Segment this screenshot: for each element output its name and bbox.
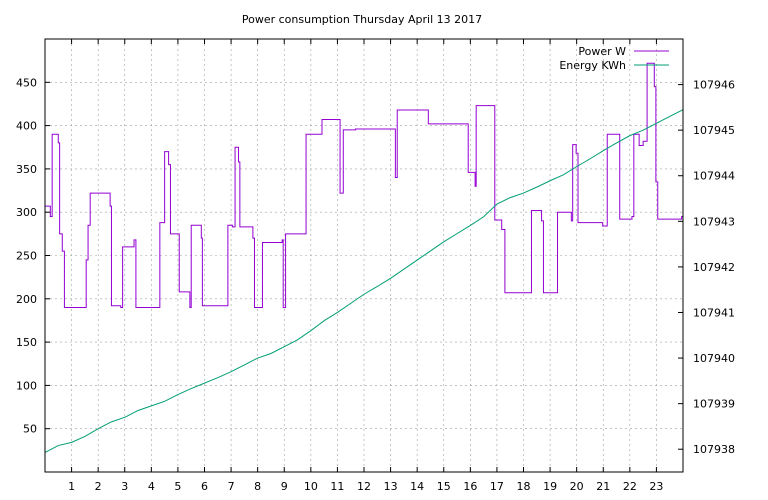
y-right-tick-label: 107942 (693, 261, 735, 274)
y-left-tick-label: 300 (16, 206, 37, 219)
x-tick-label: 17 (490, 480, 504, 493)
x-tick-label: 9 (281, 480, 288, 493)
x-tick-label: 18 (517, 480, 531, 493)
x-tick-label: 3 (121, 480, 128, 493)
y-left-tick-label: 100 (16, 379, 37, 392)
legend-label: Energy KWh (559, 59, 626, 72)
x-tick-label: 2 (95, 480, 102, 493)
x-tick-label: 22 (623, 480, 637, 493)
x-tick-label: 13 (384, 480, 398, 493)
x-tick-label: 6 (201, 480, 208, 493)
x-tick-label: 19 (543, 480, 557, 493)
x-tick-label: 12 (357, 480, 371, 493)
y-left-tick-label: 350 (16, 163, 37, 176)
x-tick-label: 20 (570, 480, 584, 493)
x-tick-label: 23 (649, 480, 663, 493)
legend-label: Power W (578, 45, 626, 58)
y-left-tick-label: 200 (16, 293, 37, 306)
x-tick-label: 5 (174, 480, 181, 493)
x-tick-label: 8 (254, 480, 261, 493)
x-tick-label: 4 (148, 480, 155, 493)
x-tick-label: 14 (410, 480, 424, 493)
y-right-tick-label: 107944 (693, 170, 735, 183)
y-left-tick-label: 250 (16, 250, 37, 263)
x-tick-label: 10 (304, 480, 318, 493)
x-tick-label: 16 (463, 480, 477, 493)
series-line-power-w (45, 62, 683, 308)
x-tick-label: 11 (330, 480, 344, 493)
grid (45, 39, 683, 472)
y-left-tick-label: 50 (23, 423, 37, 436)
y-left-tick-label: 400 (16, 120, 37, 133)
y-right-tick-label: 107943 (693, 215, 735, 228)
x-tick-label: 15 (437, 480, 451, 493)
y-left-tick-label: 450 (16, 76, 37, 89)
y-right-tick-label: 107941 (693, 306, 735, 319)
y-right-tick-label: 107945 (693, 124, 735, 137)
series-line-energy-kwh (44, 109, 684, 453)
y-left-tick-label: 150 (16, 336, 37, 349)
y-right-tick-label: 107938 (693, 443, 735, 456)
y-right-tick-label: 107940 (693, 352, 735, 365)
x-tick-label: 1 (68, 480, 75, 493)
axes: 1 2 3 4 5 6 7 8 9 10 11 12 13 14 15 16 17 18 19 20 21 22 23501… (16, 38, 735, 493)
x-tick-label: 7 (228, 480, 235, 493)
y-right-tick-label: 107946 (693, 79, 735, 92)
x-tick-label: 21 (596, 480, 610, 493)
y-right-tick-label: 107939 (693, 398, 735, 411)
chart-title: Power consumption Thursday April 13 2017 (242, 13, 482, 26)
plot-series (44, 62, 684, 453)
